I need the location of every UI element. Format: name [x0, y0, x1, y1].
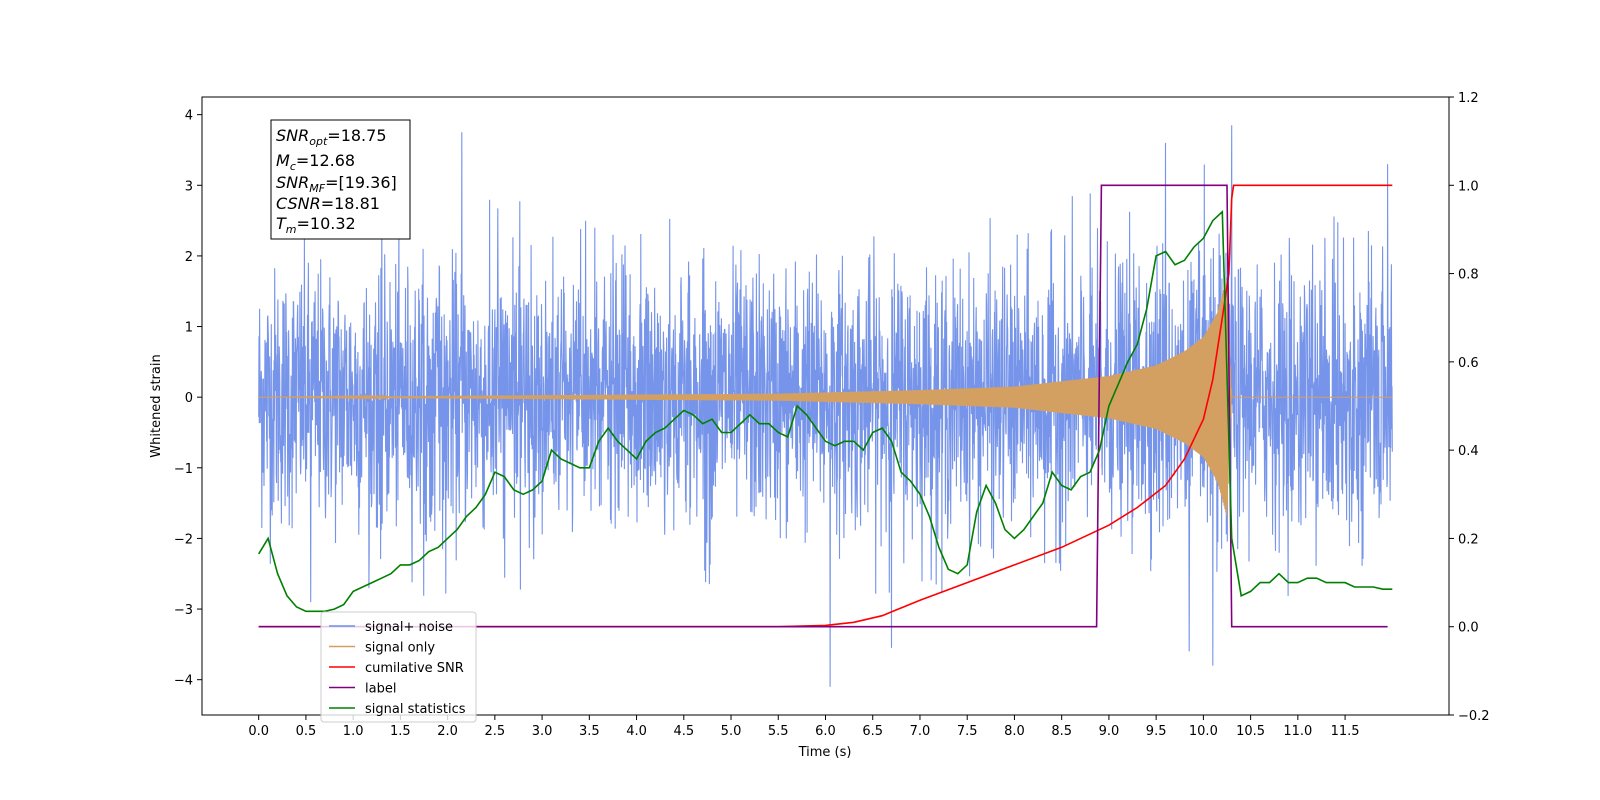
x-tick-label: 1.0: [343, 724, 364, 739]
x-tick-label: 4.0: [626, 724, 647, 739]
info-mc: Mc=12.68: [276, 151, 355, 173]
y-axis-left: 4 3 2 1 0 −1 −2 −3 −4: [174, 109, 202, 689]
series-signal-noise-line: [258, 125, 1393, 687]
y-tick-label: −2: [174, 532, 193, 547]
x-tick-label: 3.0: [532, 724, 553, 739]
y2-tick-label: 0.2: [1458, 532, 1479, 547]
y2-tick-label: 0.8: [1458, 268, 1479, 283]
y2-tick-label: 1.0: [1458, 179, 1479, 194]
x-tick-label: 4.5: [673, 724, 694, 739]
y-tick-label: 1: [185, 321, 193, 336]
legend-label: label: [365, 682, 396, 697]
info-csnr: CSNR=18.81: [276, 194, 380, 213]
legend: signal+ noise signal only cumilative SNR la…: [320, 611, 477, 723]
x-tick-label: 6.0: [815, 724, 836, 739]
plot-area: [258, 125, 1393, 687]
y2-tick-label: 0.0: [1458, 621, 1479, 636]
series-signal-only-line: [258, 277, 1393, 516]
series-label-line: [258, 184, 1388, 628]
x-tick-label: 5.5: [768, 724, 789, 739]
x-tick-label: 11.5: [1331, 724, 1360, 739]
y2-tick-label: −0.2: [1458, 709, 1490, 724]
legend-label: signal only: [365, 641, 435, 656]
y-tick-label: −4: [174, 674, 193, 689]
y2-tick-label: 0.4: [1458, 444, 1479, 459]
legend-label: signal+ noise: [365, 620, 453, 635]
x-tick-label: 3.5: [579, 724, 600, 739]
x-axis-title: Time (s): [798, 745, 852, 760]
series-signal-statistics-line: [258, 210, 1393, 613]
x-tick-label: 0.0: [248, 724, 269, 739]
x-tick-label: 10.0: [1189, 724, 1218, 739]
x-tick-label: 0.5: [296, 724, 317, 739]
y-tick-label: 4: [185, 109, 193, 124]
y2-tick-label: 1.2: [1458, 91, 1479, 106]
x-tick-label: 7.0: [910, 724, 931, 739]
info-snr-opt: SNRopt=18.75: [276, 126, 387, 148]
y-tick-label: 2: [185, 250, 193, 265]
legend-label: cumilative SNR: [365, 661, 464, 676]
x-tick-label: 1.5: [390, 724, 411, 739]
x-tick-label: 9.0: [1099, 724, 1120, 739]
y-axis-right: 1.2 1.0 0.8 0.6 0.4 0.2 0.0 −0.2: [1449, 91, 1490, 724]
x-tick-label: 7.5: [957, 724, 978, 739]
y-tick-label: 0: [185, 391, 193, 406]
y-tick-label: −3: [174, 603, 193, 618]
y-tick-label: −1: [174, 462, 193, 477]
x-tick-label: 10.5: [1236, 724, 1265, 739]
x-tick-label: 9.5: [1146, 724, 1167, 739]
x-tick-label: 5.0: [721, 724, 742, 739]
info-snr-mf: SNRMF=[19.36]: [276, 173, 397, 195]
legend-label: signal statistics: [365, 702, 466, 717]
y-axis-title: Whitened strain: [149, 354, 164, 457]
legend-box: [320, 611, 477, 723]
x-tick-label: 11.0: [1283, 724, 1312, 739]
x-tick-label: 2.5: [485, 724, 506, 739]
x-axis: 0.0 0.5 1.0 1.5 2.0 2.5 3.0 3.5 4.0 4.5 5.0 5.5 6.0 6…: [248, 715, 1360, 739]
x-tick-label: 8.0: [1004, 724, 1025, 739]
x-tick-label: 8.5: [1051, 724, 1072, 739]
x-tick-label: 6.5: [862, 724, 883, 739]
info-box: SNRopt=18.75 Mc=12.68 SNRMF=[19.36] CSNR…: [270, 119, 411, 240]
info-tm: Tm=10.32: [276, 214, 356, 236]
x-tick-label: 2.0: [437, 724, 458, 739]
y-tick-label: 3: [185, 179, 193, 194]
y2-tick-label: 0.6: [1458, 356, 1479, 371]
